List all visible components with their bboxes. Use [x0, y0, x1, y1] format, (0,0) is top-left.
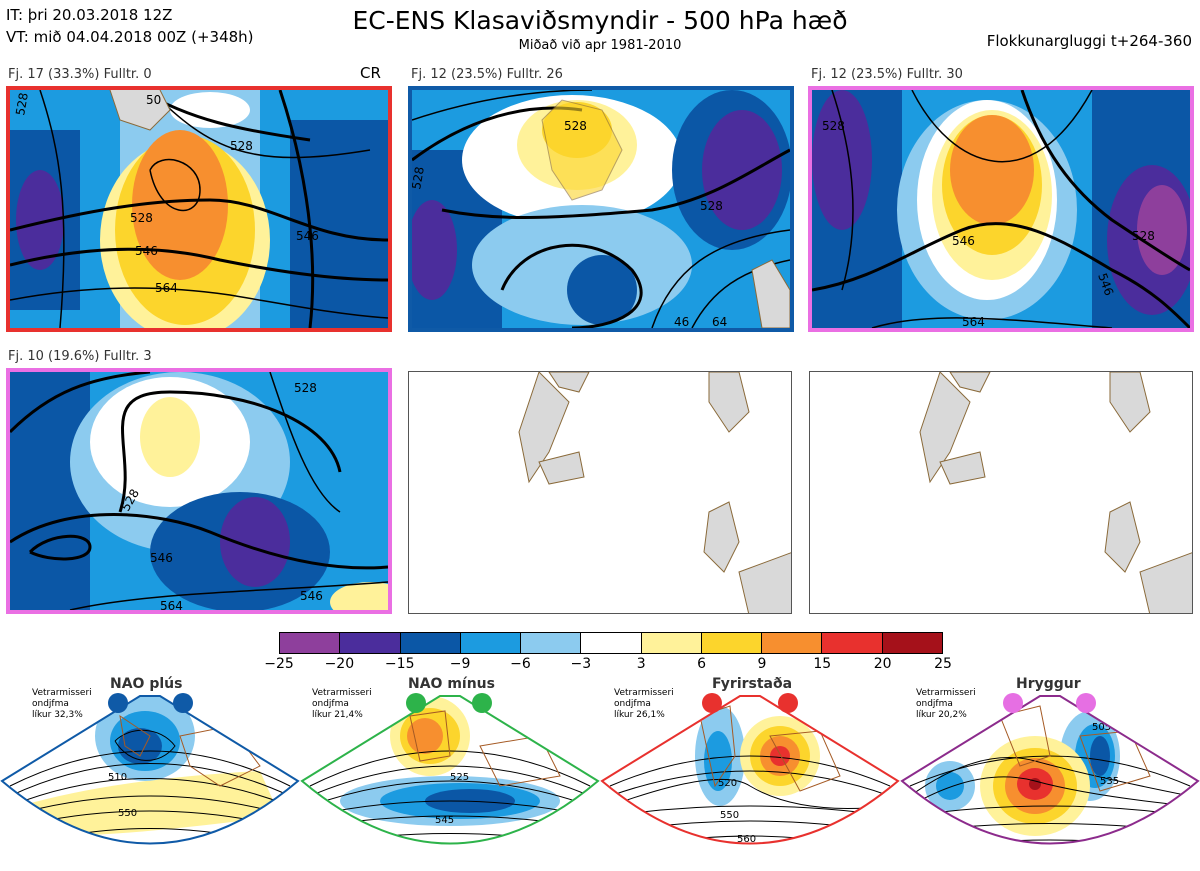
colorbar-tick: −6 — [510, 656, 531, 672]
regime-frequency: Vetrarmisseri ondjfma líkur 32,3% — [32, 688, 92, 720]
panel-1-contour-label: 528 — [13, 92, 31, 117]
regime-marker — [108, 693, 128, 713]
colorbar-tick: 15 — [813, 656, 832, 672]
colorbar-swatch — [521, 633, 582, 653]
colorbar-tick: 25 — [934, 656, 952, 672]
regime-contour-label: 505 — [1092, 722, 1111, 733]
regime-ridge[interactable]: Vetrarmisseri ondjfma líkur 20,2% Hryggur … — [900, 676, 1200, 871]
cluster-map-4[interactable]: 528 528 546 546 564 — [6, 368, 392, 614]
regime-frequency: Vetrarmisseri ondjfma líkur 26,1% — [614, 688, 674, 720]
panel-2-contour-label: 46 — [674, 315, 689, 328]
colorbar-swatch — [280, 633, 341, 653]
colorbar-tick: −3 — [570, 656, 592, 672]
panel-3-contour-label: 528 — [822, 119, 845, 133]
colorbar-swatch — [882, 633, 942, 653]
regime-marker — [1003, 693, 1023, 713]
colorbar — [279, 632, 943, 654]
regime-contour-label: 510 — [108, 772, 127, 783]
regime-blocking[interactable]: Vetrarmisseri ondjfma líkur 26,1% Fyrirsta… — [600, 676, 900, 871]
cluster-map-6[interactable] — [809, 371, 1193, 614]
regime-frequency: Vetrarmisseri ondjfma líkur 21,4% — [312, 688, 372, 720]
panel-2-contour-label: 528 — [564, 119, 587, 133]
regime-title: Hryggur — [1016, 676, 1081, 692]
colorbar-swatch — [400, 633, 461, 653]
panel-3-contour-label: 546 — [952, 234, 975, 248]
panel-1-badge: CR — [360, 64, 381, 82]
panel-2-contour-label: 528 — [412, 166, 427, 191]
classification-window: Flokkunargluggi t+264-360 — [986, 32, 1192, 50]
regime-marker — [173, 693, 193, 713]
cluster-map-3[interactable]: 528 528 546 564 546 — [808, 86, 1194, 332]
regime-frequency: Vetrarmisseri ondjfma líkur 20,2% — [916, 688, 976, 720]
colorbar-tick: −20 — [324, 656, 355, 672]
panel-2-contour-label: 528 — [700, 199, 723, 213]
valid-time: VT: mið 04.04.2018 00Z (+348h) — [6, 28, 254, 46]
colorbar-swatch — [822, 633, 883, 653]
regime-contour-label: 535 — [1100, 776, 1119, 787]
colorbar-swatch — [762, 633, 823, 653]
panel-3-contour-label: 528 — [1132, 229, 1155, 243]
regime-nao-minus[interactable]: Vetrarmisseri ondjfma líkur 21,4% NAO mínu… — [300, 676, 600, 871]
panel-4-contour-label: 564 — [160, 599, 183, 610]
panel-2-label: Fj. 12 (23.5%) Fulltr. 26 — [411, 67, 563, 82]
regime-contour-label: 545 — [435, 815, 454, 826]
cluster-map-2[interactable]: 528 528 528 46 64 — [408, 86, 794, 332]
regime-marker — [472, 693, 492, 713]
header-info: IT: þri 20.03.2018 12Z VT: mið 04.04.201… — [6, 4, 254, 48]
panel-1-label: Fj. 17 (33.3%) Fulltr. 0 — [8, 67, 152, 82]
panel-1-contour-label: 528 — [230, 139, 253, 153]
panel-4-contour-label: 546 — [150, 551, 173, 565]
regime-contour-label: 525 — [450, 772, 469, 783]
colorbar-swatch — [641, 633, 702, 653]
initial-time: IT: þri 20.03.2018 12Z — [6, 6, 173, 24]
regime-title: Fyrirstaða — [712, 676, 793, 692]
panel-3-label: Fj. 12 (23.5%) Fulltr. 30 — [811, 67, 963, 82]
panel-3-contour-label: 564 — [962, 315, 985, 328]
colorbar-tick: −15 — [384, 656, 415, 672]
colorbar-swatch — [460, 633, 522, 653]
colorbar-ticks: −25 −20 −15 −9 −6 −3 3 6 9 15 20 25 — [264, 656, 952, 676]
regime-contour-label: 550 — [720, 810, 739, 821]
panel-1-contour-label: 528 — [130, 211, 153, 225]
panel-1-contour-label: 546 — [296, 229, 319, 243]
colorbar-swatch — [701, 633, 763, 653]
colorbar-tick: −9 — [449, 656, 471, 672]
page-title: EC-ENS Klasaviðsmyndir - 500 hPa hæð — [352, 6, 848, 35]
regime-marker — [406, 693, 426, 713]
regime-contour-label: 560 — [737, 834, 756, 845]
colorbar-tick: 6 — [697, 656, 707, 672]
colorbar-swatch — [340, 633, 401, 653]
panel-4-contour-label: 546 — [300, 589, 323, 603]
regime-marker — [1076, 693, 1096, 713]
regime-contour-label: 520 — [718, 778, 737, 789]
cluster-map-5[interactable] — [408, 371, 792, 614]
panel-4-label: Fj. 10 (19.6%) Fulltr. 3 — [8, 349, 152, 364]
cluster-map-1[interactable]: 528 528 546 564 528 546 50 — [6, 86, 392, 332]
colorbar-tick: 20 — [873, 656, 892, 672]
regime-nao-plus[interactable]: Vetrarmisseri ondjfma líkur 32,3% NAO plús… — [0, 676, 300, 871]
panel-4-contour-label: 528 — [294, 381, 317, 395]
colorbar-tick: 3 — [636, 656, 646, 672]
panel-1-contour-label: 50 — [146, 93, 161, 107]
regime-title: NAO mínus — [408, 676, 495, 692]
regime-marker — [702, 693, 722, 713]
regime-contour-label: 550 — [118, 808, 137, 819]
panel-1-contour-label: 546 — [135, 244, 158, 258]
regime-title: NAO plús — [110, 676, 183, 692]
regime-contour-label: 565 — [445, 849, 464, 860]
colorbar-tick: 9 — [757, 656, 767, 672]
panel-2-contour-label: 64 — [712, 315, 727, 328]
page-subtitle: Miðað við apr 1981-2010 — [518, 38, 682, 53]
colorbar-tick: −25 — [264, 656, 294, 672]
colorbar-swatch — [581, 633, 642, 653]
panel-1-contour-label: 564 — [155, 281, 178, 295]
regime-marker — [778, 693, 798, 713]
